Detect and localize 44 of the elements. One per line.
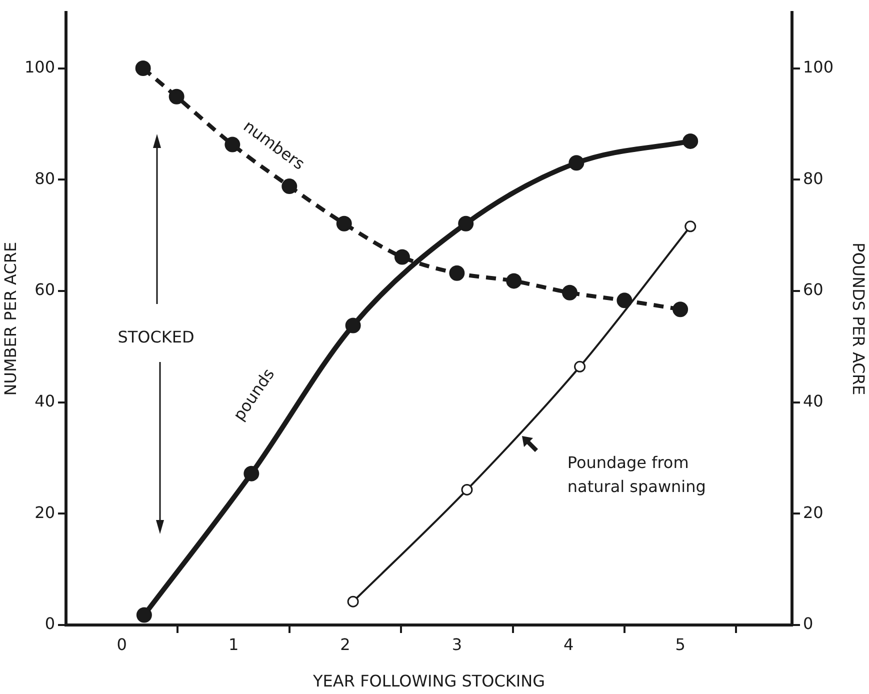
text: Poundage from natural spawning xyxy=(567,453,706,496)
point xyxy=(347,596,359,608)
x-tick-label: 0 xyxy=(116,634,127,654)
point xyxy=(336,216,352,232)
x-tick-label: 5 xyxy=(675,634,686,654)
y2-tick-label: 80 xyxy=(803,168,824,188)
point xyxy=(244,466,260,482)
y2-tick-label: 40 xyxy=(803,391,824,410)
x-tick-label: 2 xyxy=(340,634,350,654)
x-tick-label: 3 xyxy=(452,634,462,654)
point xyxy=(394,249,410,265)
point xyxy=(562,284,578,300)
point xyxy=(461,484,473,496)
x-tick-label: 4 xyxy=(564,634,574,654)
annotation: STOCKED xyxy=(118,328,194,347)
y-axis-title: NUMBER PER ACRE xyxy=(0,242,20,396)
point xyxy=(224,136,240,152)
point xyxy=(672,302,688,318)
point xyxy=(506,273,522,289)
point xyxy=(282,178,298,194)
y2-tick-label: 100 xyxy=(803,57,834,76)
y2-axis-title: POUNDS PER ACRE xyxy=(849,242,868,396)
point xyxy=(168,88,184,104)
y-tick-label: 20 xyxy=(34,502,55,522)
x-axis-title: YEAR FOLLOWING STOCKING xyxy=(312,672,545,691)
y-tick-label: 100 xyxy=(24,57,55,76)
point xyxy=(458,216,474,232)
point xyxy=(449,265,465,281)
y-tick-label: 40 xyxy=(34,391,55,410)
y2-tick-label: 60 xyxy=(803,280,824,300)
y-tick-label: 80 xyxy=(34,168,55,188)
point xyxy=(135,60,151,76)
point xyxy=(136,607,152,623)
point xyxy=(568,155,584,171)
y2-tick-label: 20 xyxy=(803,502,824,522)
x-tick-label: 1 xyxy=(228,634,239,654)
y-tick-label: 60 xyxy=(34,280,55,300)
point xyxy=(345,318,361,334)
point xyxy=(574,360,586,372)
point xyxy=(684,220,696,232)
y2-tick-label: 0 xyxy=(803,614,814,634)
point xyxy=(616,292,632,308)
point xyxy=(682,133,698,149)
y-tick-label: 0 xyxy=(44,614,55,634)
